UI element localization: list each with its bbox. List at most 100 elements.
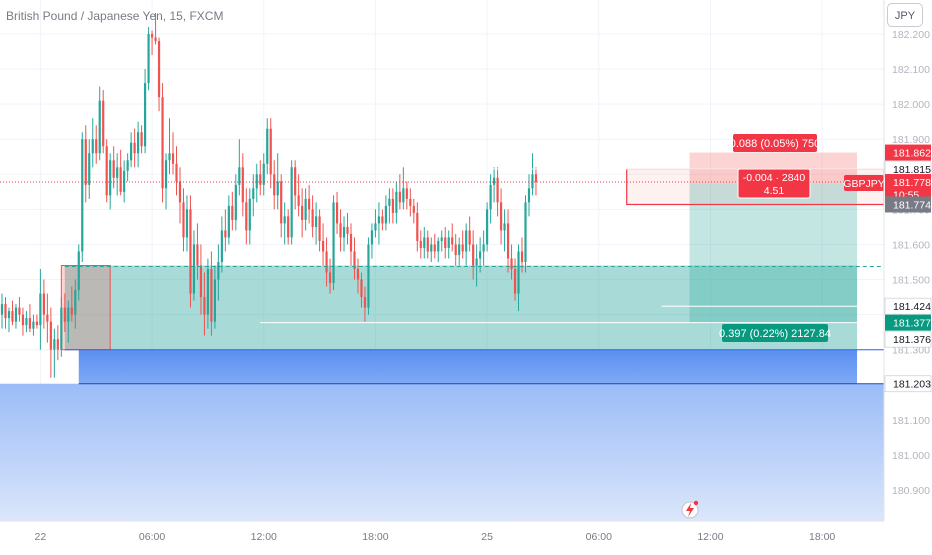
candle-body bbox=[409, 198, 412, 206]
candle-body bbox=[398, 191, 401, 203]
candle-body bbox=[465, 230, 468, 252]
candle-body bbox=[304, 198, 307, 220]
candle-body bbox=[217, 262, 220, 280]
candle-body bbox=[419, 240, 422, 248]
time-axis-bg bbox=[0, 521, 884, 550]
candle-body bbox=[18, 307, 21, 315]
candle-body bbox=[11, 311, 14, 322]
candle-body bbox=[524, 202, 527, 262]
candles bbox=[0, 12, 538, 378]
candle-body bbox=[430, 244, 433, 252]
candle-body bbox=[126, 160, 129, 171]
candle-body bbox=[363, 297, 367, 308]
candle-body bbox=[301, 205, 304, 220]
candle-body bbox=[105, 146, 108, 196]
candle-body bbox=[248, 198, 251, 231]
price-tick-label: 181.000 bbox=[892, 450, 930, 462]
price-label: 181.376 bbox=[893, 334, 931, 346]
candle-body bbox=[98, 100, 101, 154]
time-tick-label: 25 bbox=[481, 531, 493, 543]
candle-body bbox=[157, 41, 161, 98]
candle-body bbox=[53, 339, 56, 350]
currency-button[interactable]: JPY bbox=[887, 3, 923, 27]
time-tick-label: 12:00 bbox=[697, 531, 723, 543]
target-zone bbox=[689, 183, 858, 323]
candle-body bbox=[513, 269, 517, 294]
price-tick-label: 182.000 bbox=[892, 99, 930, 111]
candle-body bbox=[325, 251, 328, 273]
price-tick-label: 181.300 bbox=[892, 345, 930, 357]
candle-body bbox=[49, 321, 52, 350]
time-axis[interactable]: 22 06:00 12:00 18:00 25 06:00 12:00 18:00 bbox=[0, 520, 884, 550]
candle-body bbox=[143, 83, 147, 147]
candle-body bbox=[42, 293, 45, 315]
candle-body bbox=[178, 181, 182, 203]
candle-body bbox=[280, 181, 283, 224]
candle-body bbox=[311, 209, 314, 227]
candle-body bbox=[206, 269, 210, 315]
candle-body bbox=[294, 167, 297, 196]
target-label-box bbox=[722, 324, 828, 342]
candle-body bbox=[130, 142, 133, 161]
candle-body bbox=[461, 244, 464, 252]
lightning-icon bbox=[686, 503, 694, 517]
candle-body bbox=[395, 191, 398, 213]
candle-body bbox=[454, 244, 457, 255]
candle-body bbox=[486, 209, 489, 245]
blue-zone bbox=[78, 349, 858, 384]
level-lines bbox=[0, 168, 884, 385]
candle-body bbox=[133, 142, 136, 154]
candle-body bbox=[384, 205, 387, 224]
candle-body bbox=[496, 177, 499, 203]
lower-gradient-region bbox=[0, 383, 884, 521]
candle-body bbox=[210, 269, 213, 322]
pnl-line1: -0.004 · 2840 bbox=[743, 172, 806, 184]
candle-body bbox=[374, 223, 377, 231]
candle-body bbox=[77, 251, 80, 291]
price-axis[interactable]: 182.200182.100182.000181.900181.800181.7… bbox=[883, 0, 932, 550]
position-zones bbox=[0, 152, 885, 521]
candle-body bbox=[67, 307, 70, 322]
candle-body bbox=[7, 311, 11, 319]
candle-body bbox=[273, 174, 276, 196]
candle-body bbox=[290, 167, 293, 238]
candle-body bbox=[531, 174, 534, 189]
candle-body bbox=[182, 202, 185, 238]
candle-body bbox=[161, 97, 164, 189]
pnl-line2: 4.51 bbox=[764, 185, 785, 197]
candle-body bbox=[231, 205, 234, 220]
candle-body bbox=[339, 223, 342, 238]
time-tick-label: 12:00 bbox=[251, 531, 277, 543]
candle-body bbox=[245, 202, 248, 231]
candle-body bbox=[287, 216, 290, 238]
candle-body bbox=[238, 167, 241, 185]
stop-label: 0.088 (0.05%) 750 bbox=[730, 138, 821, 150]
price-label: 181.815 bbox=[893, 164, 931, 176]
candle-body bbox=[241, 167, 244, 203]
candle-body bbox=[119, 167, 122, 192]
price-label: 181.203 bbox=[893, 379, 931, 391]
price-tick-label: 181.600 bbox=[892, 239, 930, 251]
price-tick-label: 182.200 bbox=[892, 29, 930, 41]
price-label-box bbox=[885, 196, 931, 213]
candle-body bbox=[534, 174, 538, 183]
price-tick-label: 180.900 bbox=[892, 485, 930, 497]
candle-body bbox=[84, 139, 87, 185]
candle-body bbox=[388, 198, 391, 206]
candle-body bbox=[171, 153, 175, 164]
candle-body bbox=[259, 174, 262, 185]
candle-body bbox=[266, 128, 269, 164]
price-label: 181.774 bbox=[893, 199, 931, 211]
stop-label-box bbox=[733, 134, 817, 152]
candle-body bbox=[506, 223, 510, 259]
candle-body bbox=[402, 188, 405, 203]
candle-body bbox=[70, 307, 73, 315]
candle-body bbox=[433, 244, 436, 252]
candle-body bbox=[321, 240, 325, 252]
candle-body bbox=[150, 34, 154, 38]
candle-body bbox=[88, 153, 91, 185]
candle-body bbox=[479, 251, 482, 259]
candle-body bbox=[25, 318, 28, 326]
